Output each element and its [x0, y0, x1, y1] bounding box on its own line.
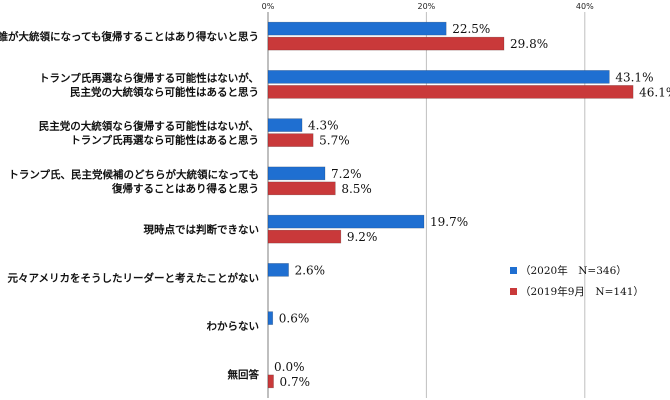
bar-2019-4: [267, 229, 342, 244]
value-label-2020-0: 22.5%: [452, 22, 490, 36]
legend-swatch: [510, 267, 517, 274]
value-label-2019-1: 46.1%: [639, 85, 670, 99]
bar-2020-2: [267, 118, 303, 132]
value-label-2019-7: 0.7%: [280, 375, 311, 389]
bar-2020-6: [267, 311, 274, 325]
value-label-2020-1: 43.1%: [615, 70, 653, 84]
x-tick-label: 20%: [418, 2, 436, 11]
x-tick-label: 40%: [576, 2, 594, 11]
value-label-2020-5: 2.6%: [295, 263, 326, 277]
value-label-2020-4: 19.7%: [430, 215, 468, 229]
value-label-2020-2: 4.3%: [308, 119, 339, 133]
bar-2020-5: [267, 263, 289, 277]
category-label: 民主党の大統領なら復帰する可能性はないが、: [39, 120, 259, 133]
category-label: 民主党の大統領なら可能性はあると思う: [70, 85, 259, 98]
data-labels: 22.5% 29.8% 43.1%46.1% 4.3%5.7% 7.2%8.5% 19.7…: [274, 22, 670, 389]
legend: （2020年 N=346） （2019年9月 N=141）: [510, 264, 644, 298]
gridlines: [267, 12, 586, 398]
category-label: 無回答: [228, 368, 260, 381]
value-label-2019-3: 8.5%: [341, 182, 372, 196]
bars: [267, 21, 634, 389]
value-label-2020-6: 0.6%: [279, 312, 310, 326]
value-label-2019-4: 9.2%: [347, 230, 378, 244]
bar-2019-2: [267, 133, 314, 147]
legend-label: （2020年 N=346）: [520, 264, 627, 277]
bar-2019-1: [267, 85, 634, 99]
category-label: 元々アメリカをそうしたリーダーと考えたことがない: [8, 271, 259, 284]
value-label-2019-0: 29.8%: [510, 37, 548, 51]
bar-2020-0: [267, 21, 447, 36]
category-label: 復帰することはあり得ると思う: [111, 182, 259, 195]
bar-2019-7: [267, 374, 274, 389]
value-label-2019-2: 5.7%: [319, 134, 350, 148]
x-axis-ticks: 0% 20% 40%: [262, 2, 594, 11]
legend-label: （2019年9月 N=141）: [520, 285, 644, 298]
legend-swatch: [510, 288, 517, 295]
value-label-2020-3: 7.2%: [331, 167, 362, 181]
category-label: トランプ氏、民主党候補のどちらが大統領になっても: [8, 168, 259, 181]
category-labels: 誰が大統領になっても復帰することはあり得ないと思うトランプ氏再選なら復帰する可能…: [0, 30, 259, 381]
bar-2020-1: [267, 70, 610, 84]
category-label: トランプ氏再選なら可能性はあると思う: [70, 134, 259, 147]
category-label: 誰が大統領になっても復帰することはあり得ないと思う: [0, 30, 259, 43]
bar-2019-3: [267, 181, 336, 196]
value-label-2020-7: 0.0%: [274, 360, 305, 374]
category-label: わからない: [207, 321, 260, 333]
x-tick-label: 0%: [262, 2, 275, 11]
bar-2020-3: [267, 166, 326, 181]
bar-2019-0: [267, 36, 505, 51]
category-label: トランプ氏再選なら復帰する可能性はないが、: [39, 71, 259, 84]
bar-2020-4: [267, 214, 425, 229]
category-label: 現時点では判断できない: [144, 223, 260, 236]
